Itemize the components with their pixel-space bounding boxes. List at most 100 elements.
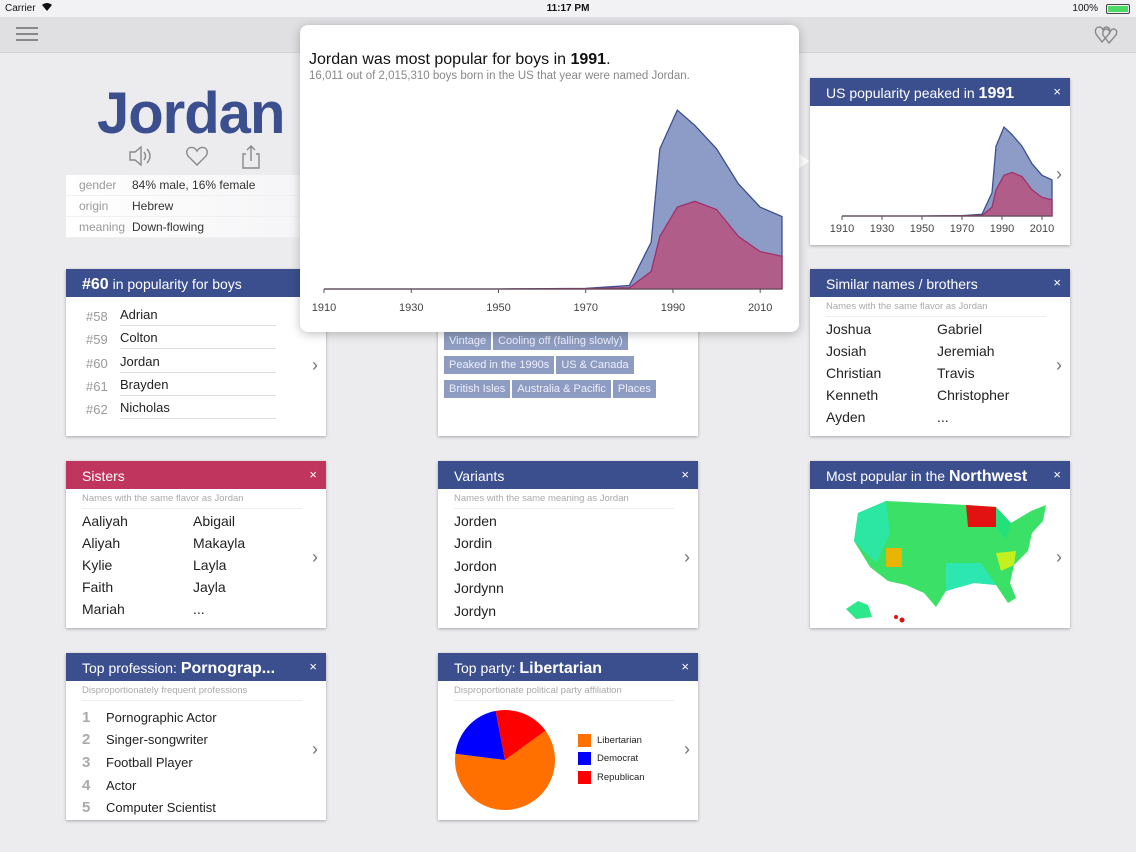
x-tick-label: 2010 — [748, 302, 772, 314]
tag-list: Vintage Cooling off (falling slowly) Peake… — [444, 332, 694, 404]
status-bar: Carrier 11:17 PM 100% — [0, 0, 1136, 17]
rank-row: #61 Brayden — [86, 375, 326, 398]
name-item: Makayla — [193, 535, 246, 551]
x-tick-label: 1990 — [661, 302, 685, 314]
card-header: US popularity peaked in 1991 × — [810, 78, 1070, 106]
x-tick-label: 1930 — [399, 302, 423, 314]
close-icon[interactable]: × — [1053, 467, 1061, 482]
tag[interactable]: Australia & Pacific — [512, 380, 611, 398]
region-card[interactable]: Most popular in the Northwest × › — [810, 461, 1070, 628]
name-item: Ayden — [826, 409, 866, 425]
tag[interactable]: Places — [612, 380, 656, 398]
speaker-icon[interactable] — [128, 145, 154, 167]
pie-slice — [495, 710, 546, 760]
rank-row: #58 Adrian — [86, 305, 326, 328]
close-icon[interactable]: × — [681, 467, 689, 482]
close-icon[interactable]: × — [1053, 84, 1061, 99]
chevron-right-icon[interactable]: › — [312, 547, 318, 567]
chevron-right-icon[interactable]: › — [1056, 164, 1062, 184]
rank-row: #60 Jordan — [86, 352, 326, 375]
profession-row: 5 Computer Scientist — [82, 796, 326, 819]
name-item: Christian — [826, 365, 882, 381]
legend-label: Republican — [597, 771, 645, 783]
rank-row: #59 Colton — [86, 328, 326, 351]
close-icon[interactable]: × — [309, 659, 317, 674]
legend-item: Democrat — [578, 750, 645, 769]
name-item: Aaliyah — [82, 513, 128, 529]
peak-card[interactable]: US popularity peaked in 1991 × 1910 1930 19… — [810, 78, 1070, 245]
rank-number: #60 — [86, 355, 108, 371]
carrier-label: Carrier — [5, 3, 36, 14]
profession-rank: 3 — [82, 753, 91, 771]
rank-row: #62 Nicholas — [86, 398, 326, 421]
popover-subtitle: 16,011 out of 2,015,310 boys born in the… — [309, 70, 690, 82]
chevron-right-icon[interactable]: › — [684, 547, 690, 567]
popularity-rank-card[interactable]: #60 in popularity for boys #58 Adrian #59 C… — [66, 269, 326, 436]
card-header: Top party: Libertarian × — [438, 653, 698, 681]
tag[interactable]: US & Canada — [556, 356, 634, 374]
tag[interactable]: Vintage — [444, 332, 492, 350]
x-tick-label: 1990 — [990, 223, 1014, 235]
battery-label: 100% — [1072, 3, 1098, 14]
info-key: origin — [79, 199, 109, 213]
info-key: meaning — [79, 220, 126, 234]
profession-name: Football Player — [106, 754, 193, 770]
pie-slice — [455, 730, 555, 810]
wifi-icon — [42, 3, 52, 11]
favorites-icon[interactable] — [1094, 23, 1120, 45]
tag[interactable]: Peaked in the 1990s — [444, 356, 555, 374]
info-value: Hebrew — [132, 199, 174, 213]
chevron-right-icon[interactable]: › — [1056, 547, 1062, 567]
chevron-right-icon[interactable]: › — [1056, 355, 1062, 375]
heart-icon[interactable] — [185, 145, 209, 167]
similar-names-card[interactable]: Similar names / brothers × Names with the… — [810, 269, 1070, 436]
name-item: Layla — [193, 557, 227, 573]
series-area — [324, 200, 783, 290]
name-item: Jordin — [454, 535, 493, 552]
x-tick-label: 1950 — [910, 223, 934, 235]
name-item: Jordynn — [454, 580, 504, 597]
menu-icon[interactable] — [16, 27, 38, 41]
name-item: Jorden — [454, 513, 497, 529]
legend-label: Libertarian — [597, 734, 642, 746]
profession-card[interactable]: Top profession: Pornograp... × Disproport… — [66, 653, 326, 820]
variants-card[interactable]: Variants × Names with the same meaning as… — [438, 461, 698, 628]
close-icon[interactable]: × — [309, 467, 317, 482]
series-area — [842, 171, 1053, 217]
profession-rank: 4 — [82, 776, 91, 794]
name-item: Jeremiah — [937, 343, 995, 359]
pie-slice — [455, 710, 505, 760]
card-header: Sisters × — [66, 461, 326, 489]
chevron-right-icon[interactable]: › — [312, 739, 318, 759]
close-icon[interactable]: × — [1053, 275, 1061, 290]
name-item: Travis — [937, 365, 975, 381]
profession-rank: 1 — [82, 708, 91, 726]
chevron-right-icon[interactable]: › — [684, 739, 690, 759]
x-tick-label: 2010 — [1030, 223, 1054, 235]
x-tick-label: 1950 — [486, 302, 510, 314]
x-tick-label: 1930 — [870, 223, 894, 235]
card-subtitle: Names with the same meaning as Jordan — [454, 493, 674, 509]
close-icon[interactable]: × — [681, 659, 689, 674]
party-card[interactable]: Top party: Libertarian × Disproportionate… — [438, 653, 698, 820]
chevron-right-icon[interactable]: › — [312, 355, 318, 375]
info-value: Down-flowing — [132, 220, 205, 234]
name-item: Abigail — [193, 513, 236, 529]
rank-number: #62 — [86, 402, 108, 418]
sisters-card[interactable]: Sisters × Names with the same flavor as J… — [66, 461, 326, 628]
popularity-chart: 1910 1930 1950 1970 1990 2010 — [312, 109, 783, 314]
name-heading: Jordan — [97, 81, 285, 146]
tag[interactable]: Cooling off (falling slowly) — [493, 332, 628, 350]
name-item: Christopher — [937, 387, 1010, 403]
status-time: 11:17 PM — [546, 3, 590, 14]
card-header: #60 in popularity for boys — [66, 269, 326, 297]
tag[interactable]: British Isles — [444, 380, 511, 398]
rank-name: Adrian — [120, 307, 276, 327]
name-item: Kenneth — [826, 387, 879, 403]
name-item: Josiah — [826, 343, 867, 359]
card-header: Top profession: Pornograp... × — [66, 653, 326, 681]
popularity-popover: Jordan was most popular for boys in 1991… — [300, 25, 799, 332]
rank-number: #61 — [86, 379, 108, 395]
legend-swatch — [578, 770, 591, 784]
share-icon[interactable] — [241, 145, 261, 169]
